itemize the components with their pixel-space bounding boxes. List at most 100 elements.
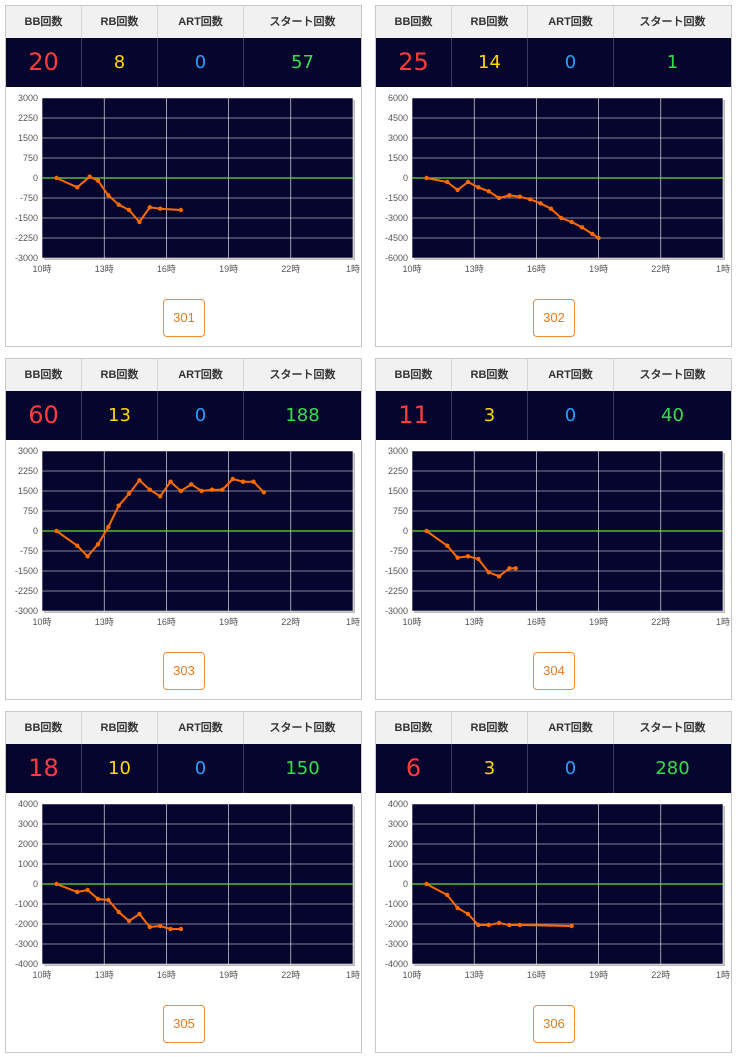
x-tick-label: 19時 bbox=[219, 970, 238, 980]
y-tick-label: 3000 bbox=[388, 133, 408, 143]
data-point bbox=[95, 542, 101, 547]
bb-count: 18 bbox=[6, 744, 82, 793]
stats-value-row: 60 13 0 188 bbox=[6, 391, 361, 440]
art-count: 0 bbox=[528, 38, 614, 87]
rb-count: 13 bbox=[82, 391, 158, 440]
data-point bbox=[168, 479, 173, 484]
x-tick-label: 13時 bbox=[95, 264, 114, 274]
y-tick-label: 0 bbox=[33, 526, 38, 536]
x-tick-label: 19時 bbox=[219, 264, 238, 274]
x-tick-label: 13時 bbox=[465, 617, 484, 627]
rb-count: 8 bbox=[82, 38, 158, 87]
bb-count: 25 bbox=[376, 38, 452, 87]
y-tick-label: 4500 bbox=[388, 113, 408, 123]
data-point bbox=[220, 487, 225, 492]
rb-header: RB回数 bbox=[82, 6, 158, 38]
y-tick-label: 750 bbox=[23, 506, 38, 516]
rb-header: RB回数 bbox=[452, 359, 528, 391]
data-point bbox=[513, 566, 518, 571]
data-point bbox=[538, 201, 543, 206]
stats-value-row: 6 3 0 280 bbox=[376, 744, 731, 793]
machine-number-button[interactable]: 302 bbox=[533, 299, 575, 337]
data-point bbox=[455, 555, 460, 560]
x-tick-label: 22時 bbox=[281, 970, 300, 980]
y-tick-label: 3000 bbox=[18, 819, 38, 829]
data-point bbox=[527, 197, 533, 202]
data-point bbox=[569, 923, 574, 929]
stats-header-row: BB回数 RB回数 ART回数 スタート回数 bbox=[376, 712, 731, 744]
start-header: スタート回数 bbox=[269, 369, 336, 381]
series-line bbox=[426, 883, 572, 927]
machine-number-button[interactable]: 301 bbox=[163, 299, 205, 337]
y-tick-label: -4000 bbox=[15, 959, 38, 969]
machine-number-button[interactable]: 306 bbox=[533, 1005, 575, 1043]
rb-header: RB回数 bbox=[452, 712, 528, 744]
data-point bbox=[507, 193, 512, 198]
start-header: スタート回数 bbox=[269, 722, 336, 734]
x-tick-label: 1時 bbox=[346, 970, 360, 980]
y-tick-label: 0 bbox=[403, 879, 408, 889]
machine-number-button[interactable]: 305 bbox=[163, 1005, 205, 1043]
x-tick-label: 22時 bbox=[281, 617, 300, 627]
rb-header: RB回数 bbox=[452, 6, 528, 38]
y-tick-label: -2000 bbox=[385, 919, 408, 929]
data-point bbox=[486, 922, 491, 928]
data-point bbox=[496, 574, 502, 579]
y-tick-label: -750 bbox=[390, 546, 408, 556]
y-tick-label: -1500 bbox=[385, 193, 408, 203]
x-tick-label: 13時 bbox=[95, 617, 114, 627]
x-tick-label: 16時 bbox=[157, 264, 176, 274]
x-tick-label: 1時 bbox=[716, 970, 730, 980]
art-header: ART回数 bbox=[158, 359, 244, 391]
x-tick-label: 16時 bbox=[157, 970, 176, 980]
y-tick-label: 2250 bbox=[388, 466, 408, 476]
stats-header-row: BB回数 RB回数 ART回数 スタート回数 bbox=[6, 359, 361, 391]
x-tick-label: 19時 bbox=[219, 617, 238, 627]
y-tick-label: -2250 bbox=[15, 233, 38, 243]
start-header: スタート回数 bbox=[639, 722, 706, 734]
bb-header: BB回数 bbox=[376, 6, 452, 38]
bb-header: BB回数 bbox=[376, 359, 452, 391]
x-tick-label: 16時 bbox=[527, 970, 546, 980]
art-header: ART回数 bbox=[158, 712, 244, 744]
payout-chart: 4000 3000 2000 1000 0 -1000 -2000 -3000 -400010時… bbox=[15, 799, 360, 980]
data-point bbox=[189, 482, 194, 487]
x-tick-label: 10時 bbox=[402, 617, 421, 627]
x-tick-label: 22時 bbox=[651, 617, 670, 627]
data-point bbox=[137, 911, 142, 917]
start-header: スタート回数 bbox=[639, 369, 706, 381]
stats-value-row: 11 3 0 40 bbox=[376, 391, 731, 440]
art-count: 0 bbox=[528, 744, 614, 793]
y-tick-label: -4500 bbox=[385, 233, 408, 243]
data-point bbox=[116, 503, 121, 508]
x-tick-label: 10時 bbox=[402, 264, 421, 274]
machine-number-button[interactable]: 304 bbox=[533, 652, 575, 690]
start-header: スタート回数 bbox=[269, 16, 336, 28]
y-tick-label: 3000 bbox=[388, 446, 408, 456]
y-tick-label: -750 bbox=[20, 546, 38, 556]
data-point bbox=[240, 479, 246, 484]
stats-header-row: BB回数 RB回数 ART回数 スタート回数 bbox=[376, 6, 731, 38]
y-tick-label: -1500 bbox=[385, 566, 408, 576]
y-tick-label: -3000 bbox=[15, 606, 38, 616]
data-point bbox=[251, 479, 256, 484]
y-tick-label: 1500 bbox=[388, 153, 408, 163]
data-point bbox=[95, 896, 101, 902]
data-point bbox=[465, 554, 471, 559]
y-tick-label: 2000 bbox=[388, 839, 408, 849]
y-tick-label: 6000 bbox=[388, 93, 408, 103]
data-point bbox=[168, 926, 173, 932]
y-tick-label: -3000 bbox=[385, 213, 408, 223]
machine-panel-301: BB回数 RB回数 ART回数 スタート回数 20 8 0 57 3000 2250 1500 750… bbox=[5, 5, 362, 347]
machine-number-button[interactable]: 303 bbox=[163, 652, 205, 690]
x-tick-label: 1時 bbox=[716, 264, 730, 274]
data-point bbox=[517, 922, 523, 928]
machine-panel-304: BB回数 RB回数 ART回数 スタート回数 11 3 0 40 3000 2250 1500 750… bbox=[375, 358, 732, 700]
data-point bbox=[54, 881, 59, 887]
x-tick-label: 10時 bbox=[402, 970, 421, 980]
start-count: 40 bbox=[661, 405, 684, 426]
art-header: ART回数 bbox=[528, 712, 614, 744]
data-point bbox=[476, 922, 481, 928]
x-tick-label: 16時 bbox=[527, 617, 546, 627]
